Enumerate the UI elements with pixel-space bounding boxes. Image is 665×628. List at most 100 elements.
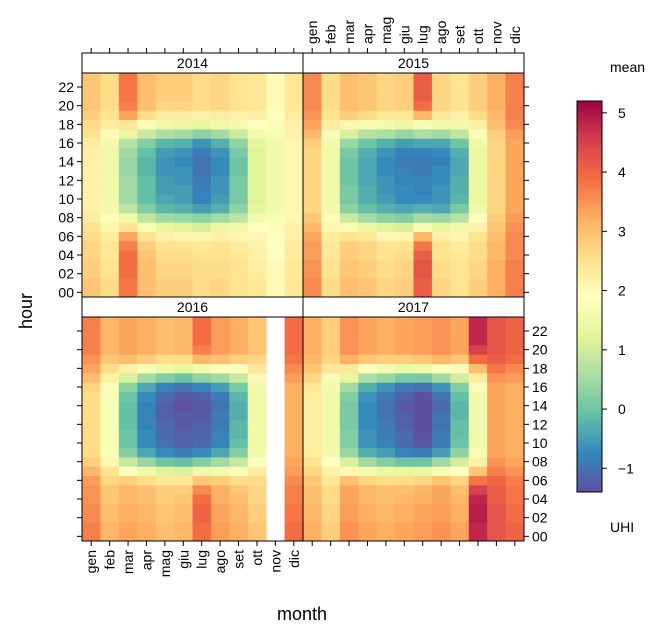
heatmap-cell — [284, 419, 304, 430]
heatmap-cell — [137, 494, 157, 505]
heatmap-cell — [339, 419, 359, 430]
heatmap-cell — [118, 278, 138, 289]
heatmap-cell — [303, 345, 322, 355]
heatmap-cell — [505, 391, 525, 402]
heatmap-cell — [321, 91, 341, 102]
heatmap-cell — [118, 391, 138, 402]
heatmap-cell — [192, 175, 212, 186]
heatmap-cell — [118, 166, 138, 177]
heatmap-cell — [229, 401, 249, 411]
heatmap-cell — [247, 194, 267, 205]
heatmap-cell — [82, 382, 101, 393]
heatmap-cell — [358, 391, 378, 402]
heatmap-cell — [100, 269, 120, 279]
heatmap-cell — [339, 513, 359, 523]
heatmap-cell — [100, 354, 120, 365]
heatmap-cell — [450, 203, 470, 214]
heatmap-cell — [339, 287, 359, 298]
heatmap-cell — [303, 269, 322, 279]
heatmap-cell — [395, 147, 414, 158]
heatmap-cell — [247, 138, 267, 149]
heatmap-cell — [229, 82, 249, 93]
heatmap-cell — [468, 485, 488, 495]
heatmap-cell — [321, 475, 341, 486]
heatmap-cell — [247, 391, 267, 402]
heatmap-cell — [339, 250, 359, 261]
heatmap-cell — [247, 382, 267, 393]
heatmap-cell — [321, 382, 341, 393]
heatmap-cell — [468, 157, 488, 167]
heatmap-cell — [210, 222, 230, 233]
heatmap-cell — [505, 466, 525, 477]
heatmap-cell — [229, 175, 249, 186]
heatmap-cell — [82, 157, 101, 167]
heatmap-cell — [229, 335, 249, 346]
heatmap-cell — [339, 278, 359, 289]
heatmap-cell — [247, 175, 267, 186]
heatmap-cell — [174, 475, 193, 486]
heatmap-cell — [358, 138, 378, 149]
heatmap-cell — [303, 382, 322, 393]
heatmap-cell — [210, 278, 230, 289]
heatmap-cell — [505, 494, 525, 505]
legend-subtitle: UHI — [610, 519, 634, 535]
heatmap-cell — [487, 447, 506, 458]
heatmap-cell — [339, 110, 359, 121]
heatmap-cell — [321, 522, 341, 533]
heatmap-cell — [321, 447, 341, 458]
panel-2016: 2016 — [81, 296, 304, 542]
heatmap-cell — [395, 203, 414, 214]
heatmap-cell — [210, 157, 230, 167]
heatmap-cell — [192, 363, 212, 374]
heatmap-cell — [82, 513, 101, 523]
heatmap-cell — [358, 438, 378, 449]
heatmap-cell — [303, 129, 322, 139]
heatmap-cell — [450, 475, 470, 486]
x-axis-label: month — [277, 604, 327, 624]
heatmap-cell — [376, 457, 396, 467]
heatmap-cell — [468, 231, 488, 242]
heatmap-cell — [137, 457, 157, 467]
heatmap-cell — [321, 326, 341, 337]
heatmap-cell — [487, 147, 506, 158]
heatmap-cell — [376, 231, 396, 242]
x-tick-label: apr — [138, 550, 154, 571]
heatmap-cell — [431, 419, 451, 430]
heatmap-cell — [321, 231, 341, 242]
x-tick-label: giu — [396, 25, 412, 44]
heatmap-cell — [82, 438, 101, 449]
heatmap-cell — [284, 147, 304, 158]
heatmap-cell — [450, 457, 470, 467]
heatmap-cell — [266, 213, 285, 223]
heatmap-cell — [192, 335, 212, 346]
heatmap-cell — [487, 129, 506, 139]
heatmap-cell — [505, 522, 525, 533]
heatmap-cell — [468, 287, 488, 298]
heatmap-cell — [376, 335, 396, 346]
heatmap-cell — [192, 494, 212, 505]
heatmap-cell — [321, 101, 341, 111]
heatmap-cell — [487, 175, 506, 186]
heatmap-cell — [339, 335, 359, 346]
heatmap-cell — [505, 147, 525, 158]
x-tick-label: giu — [175, 550, 191, 569]
heatmap-cell — [505, 475, 525, 486]
heatmap-cell — [100, 101, 120, 111]
heatmap-cell — [505, 287, 525, 298]
heatmap-cell — [505, 129, 525, 139]
heatmap-cell — [339, 138, 359, 149]
heatmap-cell — [339, 82, 359, 93]
heatmap-cell — [100, 147, 120, 158]
heatmap-cell — [358, 447, 378, 458]
heatmap-cell — [431, 110, 451, 121]
heatmap-cell — [229, 531, 249, 542]
heatmap-cell — [321, 129, 341, 139]
heatmap-cell — [303, 203, 322, 214]
heatmap-cell — [210, 91, 230, 102]
heatmap-cell — [229, 157, 249, 167]
heatmap-cell — [487, 213, 506, 223]
heatmap-cell — [100, 391, 120, 402]
heatmap-cell — [303, 250, 322, 261]
heatmap-cell — [468, 91, 488, 102]
heatmap-cell — [266, 110, 285, 121]
